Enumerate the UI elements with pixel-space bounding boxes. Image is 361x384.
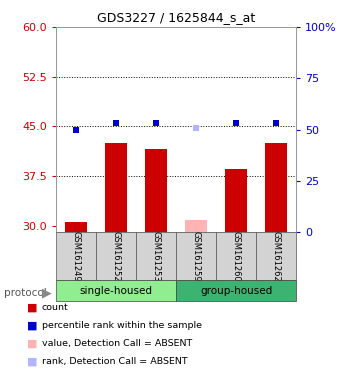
Text: GSM161249: GSM161249	[71, 231, 81, 281]
Text: rank, Detection Call = ABSENT: rank, Detection Call = ABSENT	[42, 357, 187, 366]
Bar	[105, 143, 127, 232]
Text: single-housed: single-housed	[79, 286, 152, 296]
Text: ■: ■	[27, 338, 38, 348]
Text: ▶: ▶	[42, 286, 51, 300]
Bar	[145, 149, 167, 232]
Bar	[265, 143, 287, 232]
Title: GDS3227 / 1625844_s_at: GDS3227 / 1625844_s_at	[97, 11, 255, 24]
Text: protocol: protocol	[4, 288, 46, 298]
Text: GSM161260: GSM161260	[231, 231, 240, 282]
Text: count: count	[42, 303, 68, 312]
Text: group-housed: group-housed	[200, 286, 272, 296]
Bar	[65, 222, 87, 232]
Bar	[56, 280, 176, 301]
Text: ■: ■	[27, 356, 38, 366]
Text: GSM161252: GSM161252	[112, 231, 121, 281]
Bar	[185, 220, 207, 232]
Text: GSM161253: GSM161253	[152, 231, 161, 282]
Bar	[256, 232, 296, 280]
Bar	[56, 232, 96, 280]
Text: percentile rank within the sample: percentile rank within the sample	[42, 321, 201, 330]
Bar	[216, 232, 256, 280]
Text: ■: ■	[27, 320, 38, 330]
Bar	[136, 232, 176, 280]
Text: ■: ■	[27, 302, 38, 312]
Bar	[176, 280, 296, 301]
Bar	[225, 169, 247, 232]
Text: value, Detection Call = ABSENT: value, Detection Call = ABSENT	[42, 339, 192, 348]
Text: GSM161259: GSM161259	[191, 231, 200, 281]
Bar	[96, 232, 136, 280]
Bar	[176, 232, 216, 280]
Text: GSM161262: GSM161262	[271, 231, 280, 282]
